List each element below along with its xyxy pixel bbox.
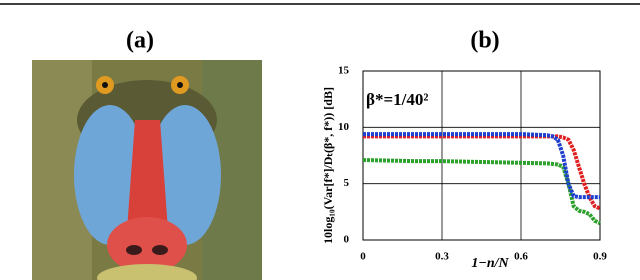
- chart-title: (b): [470, 28, 499, 54]
- y-tick-label: 5: [344, 177, 350, 189]
- y-tick-label: 10: [338, 121, 350, 133]
- x-axis-label: 1−n/N: [471, 256, 509, 271]
- plot-frame: [362, 70, 601, 241]
- y-tick-label: 0: [344, 234, 350, 246]
- panel-label: (a): [126, 28, 154, 54]
- x-tick-label: 0.6: [514, 251, 528, 263]
- y-axis-label: 10log₁₀(Var[f*]/Dₜ(β*, f*)) [dB]: [321, 87, 335, 244]
- x-tick-label: 0.9: [593, 251, 607, 263]
- series-line: [363, 132, 600, 200]
- annotation: β*=1/40²: [366, 90, 428, 109]
- x-tick-label: 0: [360, 251, 366, 263]
- series-line: [363, 134, 601, 211]
- y-tick-label: 15: [338, 65, 350, 77]
- mandrill-image: [32, 60, 262, 280]
- x-tick-label: 0.3: [435, 251, 449, 263]
- series-line: [362, 158, 601, 225]
